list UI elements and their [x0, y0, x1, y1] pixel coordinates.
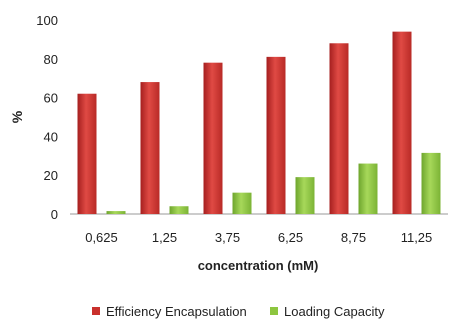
bar-efficiency-encapsulation-0: [77, 93, 97, 214]
y-axis-ticks: 0 20 40 60 80 100: [36, 13, 58, 222]
x-tick-label: 8,75: [341, 230, 366, 245]
legend-swatch-0: [92, 307, 100, 315]
legend: Efficiency Encapsulation Loading Capacity: [92, 304, 385, 319]
y-axis-label: %: [9, 110, 25, 123]
x-axis-label: concentration (mM): [198, 258, 319, 273]
bar-loading-capacity-0: [106, 211, 126, 214]
x-tick-label: 6,25: [278, 230, 303, 245]
x-tick-label: 11,25: [401, 230, 433, 245]
x-axis-ticks: 0,625 1,25 3,75 6,25 8,75 11,25: [85, 230, 432, 245]
legend-label-1: Loading Capacity: [284, 304, 385, 319]
bar-efficiency-encapsulation-3: [266, 56, 286, 214]
y-tick-label: 60: [44, 91, 58, 106]
legend-swatch-1: [270, 307, 278, 315]
x-tick-label: 3,75: [215, 230, 240, 245]
bar-loading-capacity-4: [358, 163, 378, 214]
legend-label-0: Efficiency Encapsulation: [106, 304, 247, 319]
bar-loading-capacity-3: [295, 177, 315, 214]
bar-efficiency-encapsulation-5: [392, 31, 412, 214]
y-tick-label: 0: [51, 207, 58, 222]
bar-efficiency-encapsulation-4: [329, 43, 349, 214]
bar-efficiency-encapsulation-2: [203, 62, 223, 215]
bar-loading-capacity-1: [169, 206, 189, 214]
bars: [77, 31, 441, 215]
x-tick-label: 0,625: [85, 230, 118, 245]
y-tick-label: 40: [44, 129, 58, 144]
x-tick-label: 1,25: [152, 230, 177, 245]
bar-loading-capacity-2: [232, 192, 252, 214]
bar-efficiency-encapsulation-1: [140, 82, 160, 214]
y-tick-label: 80: [44, 52, 58, 67]
y-tick-label: 20: [44, 168, 58, 183]
bar-loading-capacity-5: [421, 152, 441, 214]
y-tick-label: 100: [36, 13, 58, 28]
